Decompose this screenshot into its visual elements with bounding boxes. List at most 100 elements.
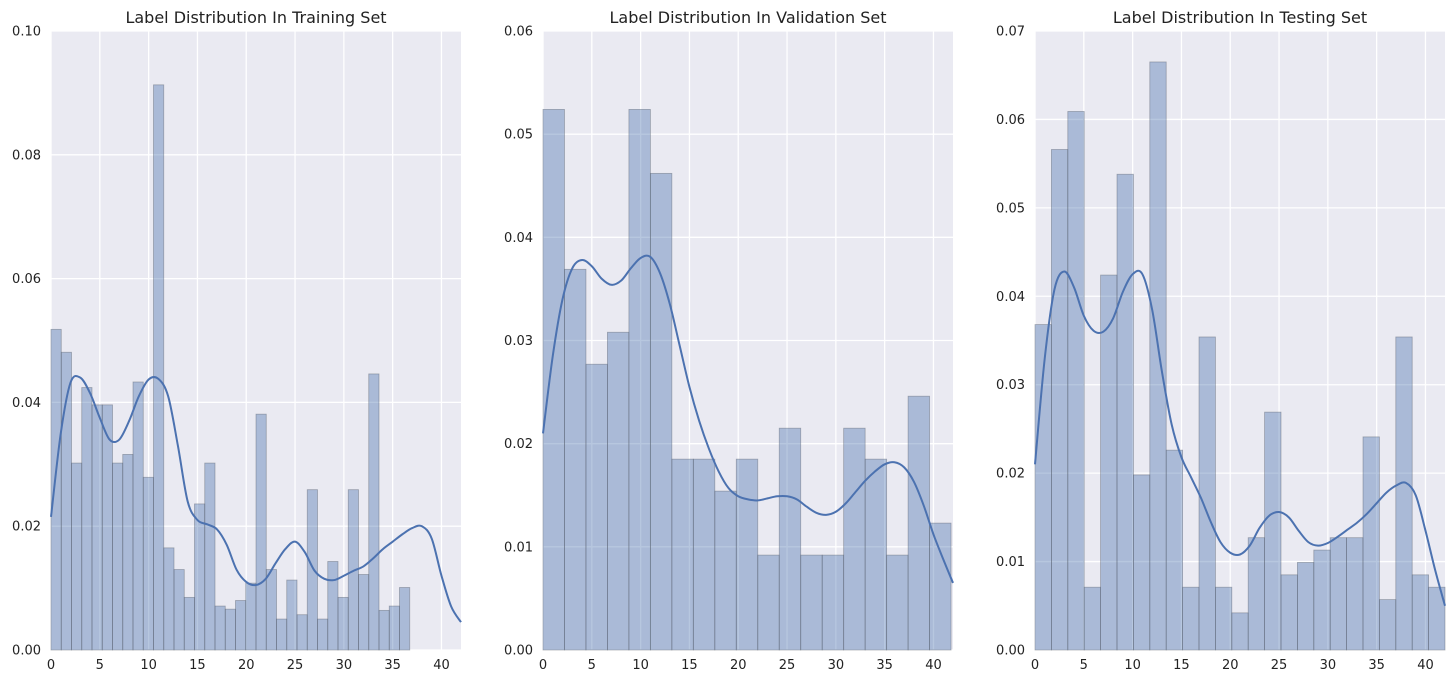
- y-tick-label-training-4: 0.08: [12, 148, 41, 163]
- hist-bar-testing-13: [1247, 537, 1265, 651]
- x-tick-label-testing-7: 35: [1368, 658, 1385, 673]
- x-tick-label-training-5: 25: [287, 658, 304, 673]
- hist-bar-validation-1: [564, 268, 587, 651]
- hist-bar-training-16: [214, 605, 226, 651]
- chart-title-training: Label Distribution In Training Set: [125, 8, 386, 27]
- y-tick-label-testing-4: 0.04: [996, 290, 1025, 305]
- x-tick-label-training-2: 10: [140, 658, 157, 673]
- hist-bar-training-24: [296, 614, 308, 651]
- hist-bar-training-32: [378, 609, 390, 651]
- hist-bar-training-18: [235, 600, 247, 651]
- x-tick-label-training-6: 30: [336, 658, 353, 673]
- hist-bar-training-0: [50, 328, 62, 651]
- y-tick-label-training-0: 0.00: [12, 644, 41, 659]
- hist-bar-training-13: [183, 596, 195, 651]
- hist-bar-testing-9: [1182, 586, 1200, 651]
- x-tick-label-validation-7: 35: [876, 658, 893, 673]
- hist-bar-validation-4: [628, 109, 651, 651]
- chart-testing: 0 5 10 15 20 25 30 35 40 0.00 0.01 0.02 0.03 0.04 0.05…: [996, 8, 1446, 673]
- hist-bar-training-2: [71, 462, 83, 651]
- x-tick-label-training-0: 0: [47, 658, 55, 673]
- y-tick-label-testing-5: 0.05: [996, 201, 1025, 216]
- x-tick-label-testing-0: 0: [1031, 658, 1039, 673]
- hist-bar-training-22: [276, 618, 288, 651]
- hist-bar-training-15: [204, 462, 216, 651]
- hist-bar-training-17: [224, 608, 236, 651]
- hist-bar-validation-11: [778, 427, 802, 651]
- x-tick-label-training-8: 40: [433, 658, 450, 673]
- hist-bar-validation-0: [542, 109, 565, 651]
- hist-bar-training-30: [358, 574, 370, 651]
- x-tick-label-validation-1: 5: [588, 658, 596, 673]
- hist-bar-testing-6: [1133, 474, 1151, 651]
- y-tick-label-testing-6: 0.06: [996, 113, 1025, 128]
- hist-bar-training-28: [337, 596, 349, 651]
- hist-bar-training-10: [153, 84, 165, 651]
- hist-bar-validation-16: [886, 554, 909, 651]
- plot-area-testing: [1035, 31, 1445, 650]
- y-tick-label-validation-3: 0.03: [504, 334, 533, 349]
- y-tick-label-testing-0: 0.00: [996, 644, 1025, 659]
- x-tick-label-validation-2: 10: [632, 658, 649, 673]
- hist-bar-training-25: [306, 489, 318, 651]
- hist-bar-training-27: [327, 561, 339, 651]
- hist-bar-training-14: [194, 503, 206, 651]
- x-tick-label-validation-3: 15: [681, 658, 698, 673]
- hist-bar-training-26: [317, 618, 329, 651]
- x-tick-label-validation-6: 30: [828, 658, 845, 673]
- hist-bar-testing-1: [1051, 149, 1069, 651]
- hist-bar-testing-10: [1198, 336, 1216, 651]
- hist-bar-training-23: [286, 579, 298, 651]
- hist-bar-validation-12: [800, 554, 823, 651]
- hist-bar-testing-19: [1346, 537, 1364, 651]
- hist-bar-testing-16: [1297, 562, 1315, 651]
- y-tick-label-testing-7: 0.07: [996, 25, 1025, 40]
- y-tick-label-testing-3: 0.03: [996, 378, 1025, 393]
- hist-bar-testing-7: [1149, 61, 1167, 651]
- hist-bar-testing-11: [1215, 586, 1233, 651]
- hist-bar-testing-17: [1313, 549, 1331, 651]
- y-tick-label-validation-5: 0.05: [504, 128, 533, 143]
- chart-validation: 0 5 10 15 20 25 30 35 40 0.00 0.01 0.02 0.03 0.04 0.05…: [504, 8, 954, 673]
- hist-bar-testing-24: [1428, 586, 1446, 651]
- hist-bar-testing-5: [1116, 173, 1134, 651]
- x-tick-label-training-3: 15: [189, 658, 206, 673]
- hist-bar-testing-2: [1067, 111, 1085, 651]
- hist-bar-validation-10: [757, 554, 780, 651]
- chart-title-validation: Label Distribution In Validation Set: [610, 8, 887, 27]
- x-tick-label-testing-2: 10: [1124, 658, 1141, 673]
- chart-training: 0 5 10 15 20 25 30 35 40 0.00 0.02 0.04 0.06 0.08 0.10…: [12, 8, 462, 673]
- y-tick-label-training-1: 0.02: [12, 520, 41, 535]
- hist-bar-validation-3: [607, 331, 630, 651]
- hist-bar-testing-15: [1280, 574, 1298, 651]
- hist-bar-testing-8: [1165, 449, 1183, 651]
- hist-bar-validation-5: [649, 172, 673, 651]
- kde-line-validation: [542, 254, 954, 584]
- hist-bar-training-5: [101, 404, 113, 651]
- hist-bar-training-19: [245, 582, 257, 651]
- x-tick-label-validation-4: 20: [730, 658, 747, 673]
- hist-bar-testing-0: [1034, 324, 1052, 651]
- hist-bar-training-3: [81, 387, 93, 651]
- hist-bar-testing-22: [1395, 336, 1413, 651]
- y-tick-label-validation-1: 0.01: [504, 540, 533, 555]
- hist-bar-training-4: [91, 404, 103, 651]
- hist-bar-training-6: [112, 462, 124, 651]
- hist-bar-training-34: [399, 587, 411, 651]
- hist-bar-training-7: [122, 453, 134, 651]
- hist-bar-training-12: [173, 569, 185, 651]
- hist-bar-testing-23: [1411, 574, 1429, 651]
- hist-bar-training-21: [265, 569, 277, 651]
- hist-bar-validation-14: [843, 427, 866, 651]
- hist-bar-training-1: [60, 351, 72, 651]
- x-tick-label-testing-1: 5: [1080, 658, 1088, 673]
- hist-bar-validation-13: [821, 554, 845, 651]
- y-tick-label-training-2: 0.04: [12, 396, 41, 411]
- hist-bar-testing-14: [1264, 411, 1282, 651]
- hist-bar-training-33: [388, 605, 400, 651]
- x-tick-label-testing-3: 15: [1173, 658, 1190, 673]
- y-tick-label-training-3: 0.06: [12, 272, 41, 287]
- hist-bar-testing-3: [1083, 586, 1101, 651]
- x-tick-label-validation-0: 0: [539, 658, 547, 673]
